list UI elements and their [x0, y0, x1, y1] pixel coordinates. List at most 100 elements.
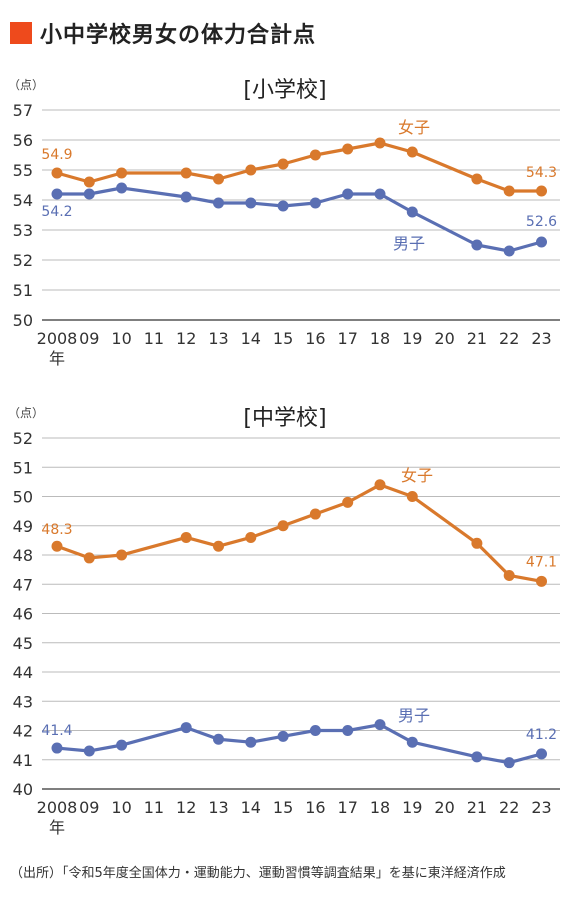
junior-high-data-point-girls: [309, 508, 321, 520]
junior-high-data-point-girls: [406, 491, 418, 502]
elementary-data-point-girls: [536, 185, 547, 197]
elementary-x-tick-label: 14: [241, 329, 261, 348]
junior-high-data-point-boys: [277, 730, 289, 742]
elementary-x-year-suffix: 年: [49, 349, 65, 368]
junior-high-y-tick-label: 41: [13, 751, 33, 770]
elementary-y-tick-label: 54: [13, 191, 33, 210]
page-title: 小中学校男女の体力合計点: [40, 23, 317, 48]
elementary-x-tick-label: 16: [305, 329, 325, 348]
junior-high-y-tick-label: 44: [13, 663, 33, 682]
junior-high-school-chart: [中学校] （点） 40 41 42 43 44 45 46 47 48 49 50 51 52 2008 09…: [8, 406, 560, 837]
elementary-x-tick-label: 22: [499, 329, 519, 348]
junior-high-data-point-boys: [342, 725, 354, 736]
elementary-series-name-girls: 女子: [398, 118, 430, 137]
junior-high-data-point-boys: [503, 757, 515, 769]
elementary-unit-label: （点）: [8, 78, 44, 92]
junior-high-x-tick-label: 23: [531, 798, 551, 817]
elementary-school-chart: [小学校] （点） 50 51 52 53 54 55 56 57 2008 09 10 11 12 13 14…: [8, 78, 560, 368]
elementary-y-tick-label: 51: [13, 281, 33, 300]
elementary-data-point-boys: [309, 197, 321, 209]
junior-high-x-tick-label: 12: [176, 798, 196, 817]
junior-high-end-value-label-girls: 47.1: [526, 554, 557, 570]
elementary-series-name-boys: 男子: [393, 234, 425, 253]
junior-high-data-point-boys: [309, 725, 321, 736]
elementary-x-tick-label: 12: [176, 329, 196, 348]
junior-high-data-point-boys: [51, 742, 63, 754]
junior-high-data-point-girls: [51, 540, 63, 552]
elementary-data-point-boys: [245, 197, 257, 209]
elementary-y-tick-label: 56: [13, 131, 33, 150]
elementary-data-point-girls: [503, 185, 515, 197]
junior-high-x-tick-label: 18: [370, 798, 390, 817]
junior-high-x-tick-label: 15: [273, 798, 293, 817]
junior-high-x-tick-label: 22: [499, 798, 519, 817]
junior-high-data-point-girls: [374, 479, 386, 491]
elementary-x-tick-label: 11: [144, 329, 164, 348]
junior-high-y-tick-label: 45: [13, 634, 33, 653]
elementary-end-value-label-girls: 54.3: [526, 165, 557, 181]
junior-high-unit-label: （点）: [8, 406, 44, 420]
junior-high-data-point-boys: [406, 736, 418, 748]
junior-high-x-tick-label: 09: [79, 798, 99, 817]
elementary-start-value-label-boys: 54.2: [41, 204, 72, 220]
junior-high-data-point-girls: [180, 531, 192, 543]
junior-high-data-point-girls: [536, 575, 547, 587]
elementary-x-tick-label: 21: [467, 329, 487, 348]
elementary-chart-title: [小学校]: [243, 78, 326, 103]
elementary-data-point-boys: [406, 206, 418, 218]
junior-high-y-tick-label: 47: [13, 575, 33, 594]
junior-high-series-name-girls: 女子: [401, 466, 433, 485]
junior-high-data-point-girls: [503, 569, 515, 581]
elementary-x-tick-label: 18: [370, 329, 390, 348]
junior-high-y-tick-label: 52: [13, 429, 33, 448]
junior-high-y-tick-label: 50: [13, 488, 33, 507]
elementary-start-value-label-girls: 54.9: [41, 147, 72, 163]
elementary-data-point-boys: [213, 197, 224, 209]
elementary-data-point-girls: [309, 149, 321, 161]
elementary-y-tick-label: 55: [13, 161, 33, 180]
elementary-y-tick-label: 53: [13, 221, 33, 240]
elementary-x-tick-label: 10: [111, 329, 131, 348]
elementary-x-tick-label: 17: [338, 329, 358, 348]
junior-high-x-tick-label: 10: [111, 798, 131, 817]
elementary-y-tick-label: 57: [13, 101, 33, 120]
junior-high-series-line-boys: [56, 723, 542, 765]
junior-high-y-tick-label: 42: [13, 722, 33, 741]
elementary-data-point-girls: [406, 146, 418, 158]
elementary-data-point-boys: [83, 188, 95, 200]
junior-high-end-value-label-boys: 41.2: [526, 727, 557, 743]
junior-high-y-tick-label: 46: [13, 605, 33, 624]
junior-high-y-tick-label: 49: [13, 517, 33, 536]
junior-high-y-tick-label: 48: [13, 546, 33, 565]
header-accent-square: [10, 22, 32, 44]
junior-high-x-tick-label: 19: [402, 798, 422, 817]
junior-high-data-point-boys: [213, 733, 224, 745]
elementary-data-point-girls: [245, 164, 257, 176]
header: 小中学校男女の体力合計点: [10, 18, 316, 48]
junior-high-y-tick-label: 51: [13, 458, 33, 477]
junior-high-data-point-boys: [374, 719, 386, 731]
elementary-data-point-girls: [471, 173, 483, 185]
junior-high-series-line-girls: [56, 483, 542, 583]
elementary-data-point-boys: [51, 188, 63, 200]
junior-high-data-point-girls: [342, 496, 354, 508]
junior-high-data-point-girls: [83, 552, 95, 564]
junior-high-data-point-boys: [180, 722, 192, 734]
elementary-data-point-boys: [116, 182, 128, 194]
elementary-series-line-boys: [57, 186, 542, 253]
junior-high-chart-title: [中学校]: [243, 406, 326, 431]
junior-high-x-tick-label: 13: [208, 798, 228, 817]
junior-high-data-point-boys: [83, 745, 95, 757]
elementary-data-point-girls: [342, 143, 354, 155]
junior-high-x-tick-label: 16: [305, 798, 325, 817]
junior-high-data-point-boys: [536, 748, 547, 760]
junior-high-start-value-label-boys: 41.4: [41, 723, 72, 739]
junior-high-x-tick-label: 2008: [37, 798, 78, 817]
junior-high-x-tick-label: 11: [144, 798, 164, 817]
elementary-data-point-boys: [374, 188, 386, 200]
elementary-y-tick-label: 52: [13, 251, 33, 270]
elementary-x-tick-label: 23: [531, 329, 551, 348]
elementary-y-tick-label: 50: [13, 311, 33, 330]
elementary-x-tick-label: 20: [434, 329, 454, 348]
elementary-data-point-boys: [277, 200, 289, 212]
